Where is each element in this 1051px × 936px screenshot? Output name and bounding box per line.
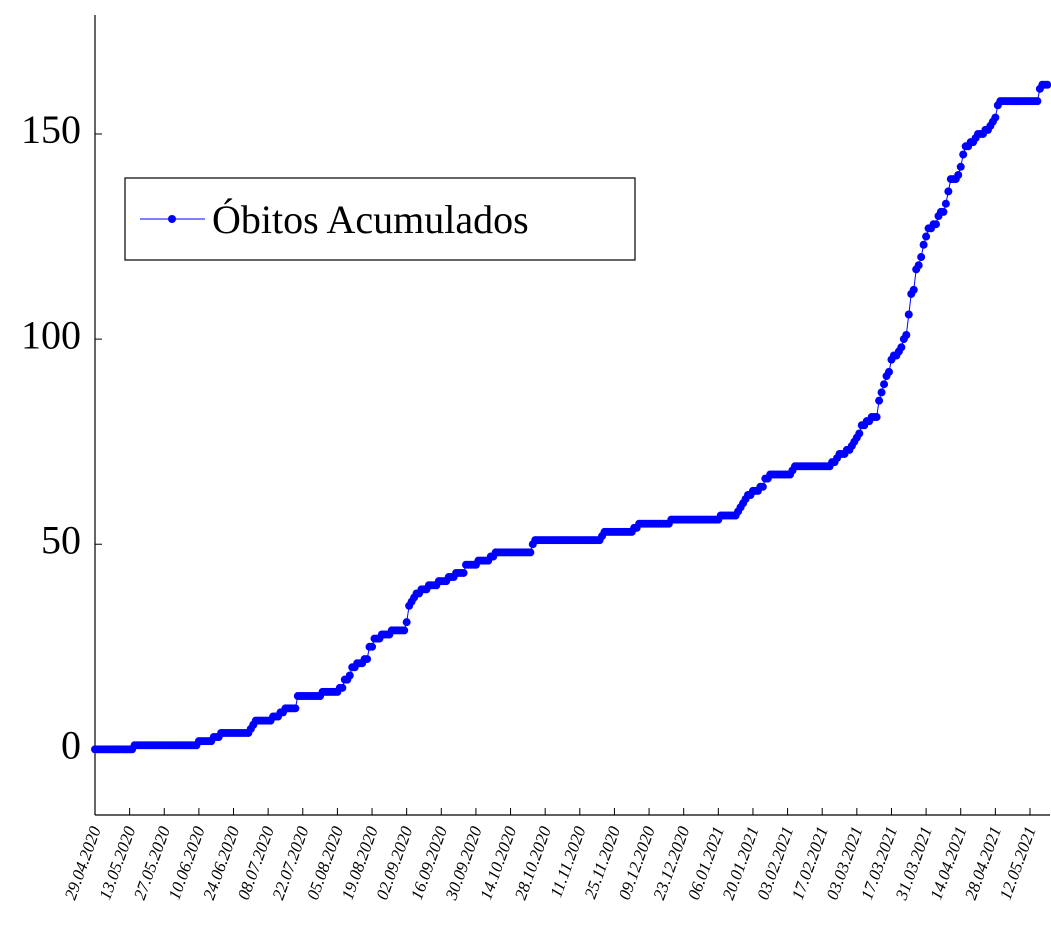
point [902,331,911,339]
point [880,380,889,389]
point [904,310,913,319]
point [1043,80,1051,89]
point [1033,97,1042,106]
point [884,367,893,376]
point [402,618,411,627]
point [939,207,948,216]
point [941,199,950,208]
legend-box [124,177,636,261]
point [526,548,535,557]
y-tick-label: 150 [21,107,81,152]
point [931,220,940,229]
point [959,150,968,159]
point [917,253,926,262]
point [338,683,347,692]
y-tick-label: 50 [41,517,81,562]
legend: Óbitos Acumulados [124,177,636,261]
point [909,285,918,294]
point [400,626,409,635]
y-tick-label: 100 [21,312,81,357]
point [875,396,884,405]
point [897,343,906,352]
point [919,240,928,249]
point [291,704,300,713]
legend-label: Óbitos Acumulados [212,197,529,242]
point [368,642,377,651]
legend-marker [168,215,176,223]
point [944,187,953,196]
y-tick-label: 0 [61,723,81,768]
point [345,671,354,680]
point [758,482,767,491]
point [363,655,372,664]
point [459,568,468,577]
point [922,232,931,241]
point [872,413,881,422]
point [877,388,886,397]
point [855,429,864,438]
point [954,171,963,179]
point [914,261,923,270]
point [991,113,1000,122]
point [956,162,965,171]
